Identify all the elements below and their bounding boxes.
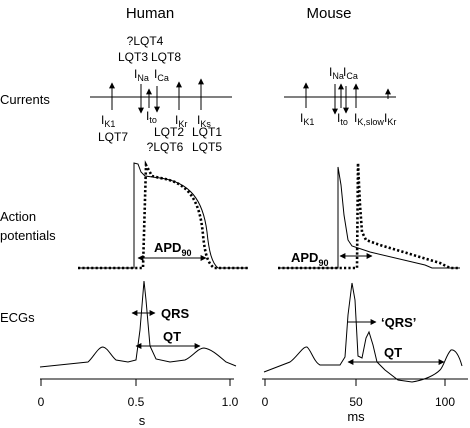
mouse-ikr-label: IKr bbox=[384, 111, 396, 127]
mouse-ica-label: ICa bbox=[343, 65, 358, 81]
row-label-currents: Currents bbox=[0, 92, 50, 107]
human-lqt6-label: ?LQT6 bbox=[147, 140, 184, 154]
mouse-ecg-trace bbox=[263, 282, 463, 383]
human-ecg-panel: QRS QT 0 0.5 1.0 s bbox=[38, 280, 239, 428]
human-tick-label-0: 0 bbox=[38, 395, 45, 409]
human-axis-unit: s bbox=[139, 413, 146, 428]
mouse-qrs-label: ‘QRS’ bbox=[381, 315, 416, 330]
mouse-ito-label: Ito bbox=[337, 111, 348, 127]
human-ap-trace-solid bbox=[78, 162, 248, 269]
human-currents-panel: ?LQT4 LQT3 LQT8 INa ICa IK1 Ito IKr IKs … bbox=[90, 34, 232, 154]
mouse-ap-trace-solid bbox=[278, 166, 460, 269]
human-ina-label: INa bbox=[134, 67, 149, 83]
human-lqt3-label: LQT3 bbox=[118, 50, 148, 64]
mouse-tick-label-2: 100 bbox=[435, 395, 455, 409]
mouse-axis-unit: ms bbox=[347, 409, 365, 424]
human-ecg-trace bbox=[39, 280, 237, 368]
mouse-title: Mouse bbox=[306, 5, 351, 22]
human-apd-label: APD90 bbox=[154, 240, 191, 258]
mouse-ik1-label: IK1 bbox=[300, 111, 314, 127]
mouse-apd-label: APD90 bbox=[291, 250, 328, 268]
human-lqt1-label: LQT1 bbox=[192, 125, 222, 139]
mouse-tick-label-1: 50 bbox=[349, 395, 363, 409]
human-lqt4-label: ?LQT4 bbox=[127, 34, 164, 48]
human-lqt7-label: LQT7 bbox=[98, 130, 128, 144]
row-label-ap-line2: potentials bbox=[0, 228, 56, 243]
human-ap-trace-dotted bbox=[78, 160, 248, 270]
mouse-ap-panel: APD90 bbox=[278, 162, 460, 270]
human-title: Human bbox=[126, 5, 174, 22]
human-qt-label: QT bbox=[163, 329, 181, 344]
mouse-ap-trace-dotted bbox=[278, 162, 460, 270]
human-ito-label: Ito bbox=[146, 109, 157, 125]
human-lqt2-label: LQT2 bbox=[154, 125, 184, 139]
row-label-ap-line1: Action bbox=[0, 209, 36, 224]
human-lqt5-label: LQT5 bbox=[192, 140, 222, 154]
mouse-qt-label: QT bbox=[384, 345, 402, 360]
mouse-tick-label-0: 0 bbox=[262, 395, 269, 409]
mouse-currents-panel: INa ICa IK1 Ito IK,slow IKr bbox=[284, 65, 396, 127]
human-tick-label-2: 1.0 bbox=[222, 395, 239, 409]
human-ica-label: ICa bbox=[154, 67, 169, 83]
human-qrs-label: QRS bbox=[161, 306, 190, 321]
human-ap-panel: APD90 bbox=[78, 160, 248, 270]
human-ik1-label: IK1 bbox=[101, 113, 115, 129]
mouse-ecg-panel: ‘QRS’ QT 0 50 100 ms bbox=[262, 282, 468, 424]
human-lqt8-label: LQT8 bbox=[151, 50, 181, 64]
row-label-ecgs: ECGs bbox=[0, 310, 35, 325]
mouse-ikslow-label: IK,slow bbox=[354, 111, 384, 127]
mouse-ina-label: INa bbox=[329, 65, 344, 81]
human-tick-label-1: 0.5 bbox=[128, 395, 145, 409]
human-ikr-label: IKr bbox=[175, 113, 187, 129]
human-iks-label: IKs bbox=[197, 113, 211, 129]
